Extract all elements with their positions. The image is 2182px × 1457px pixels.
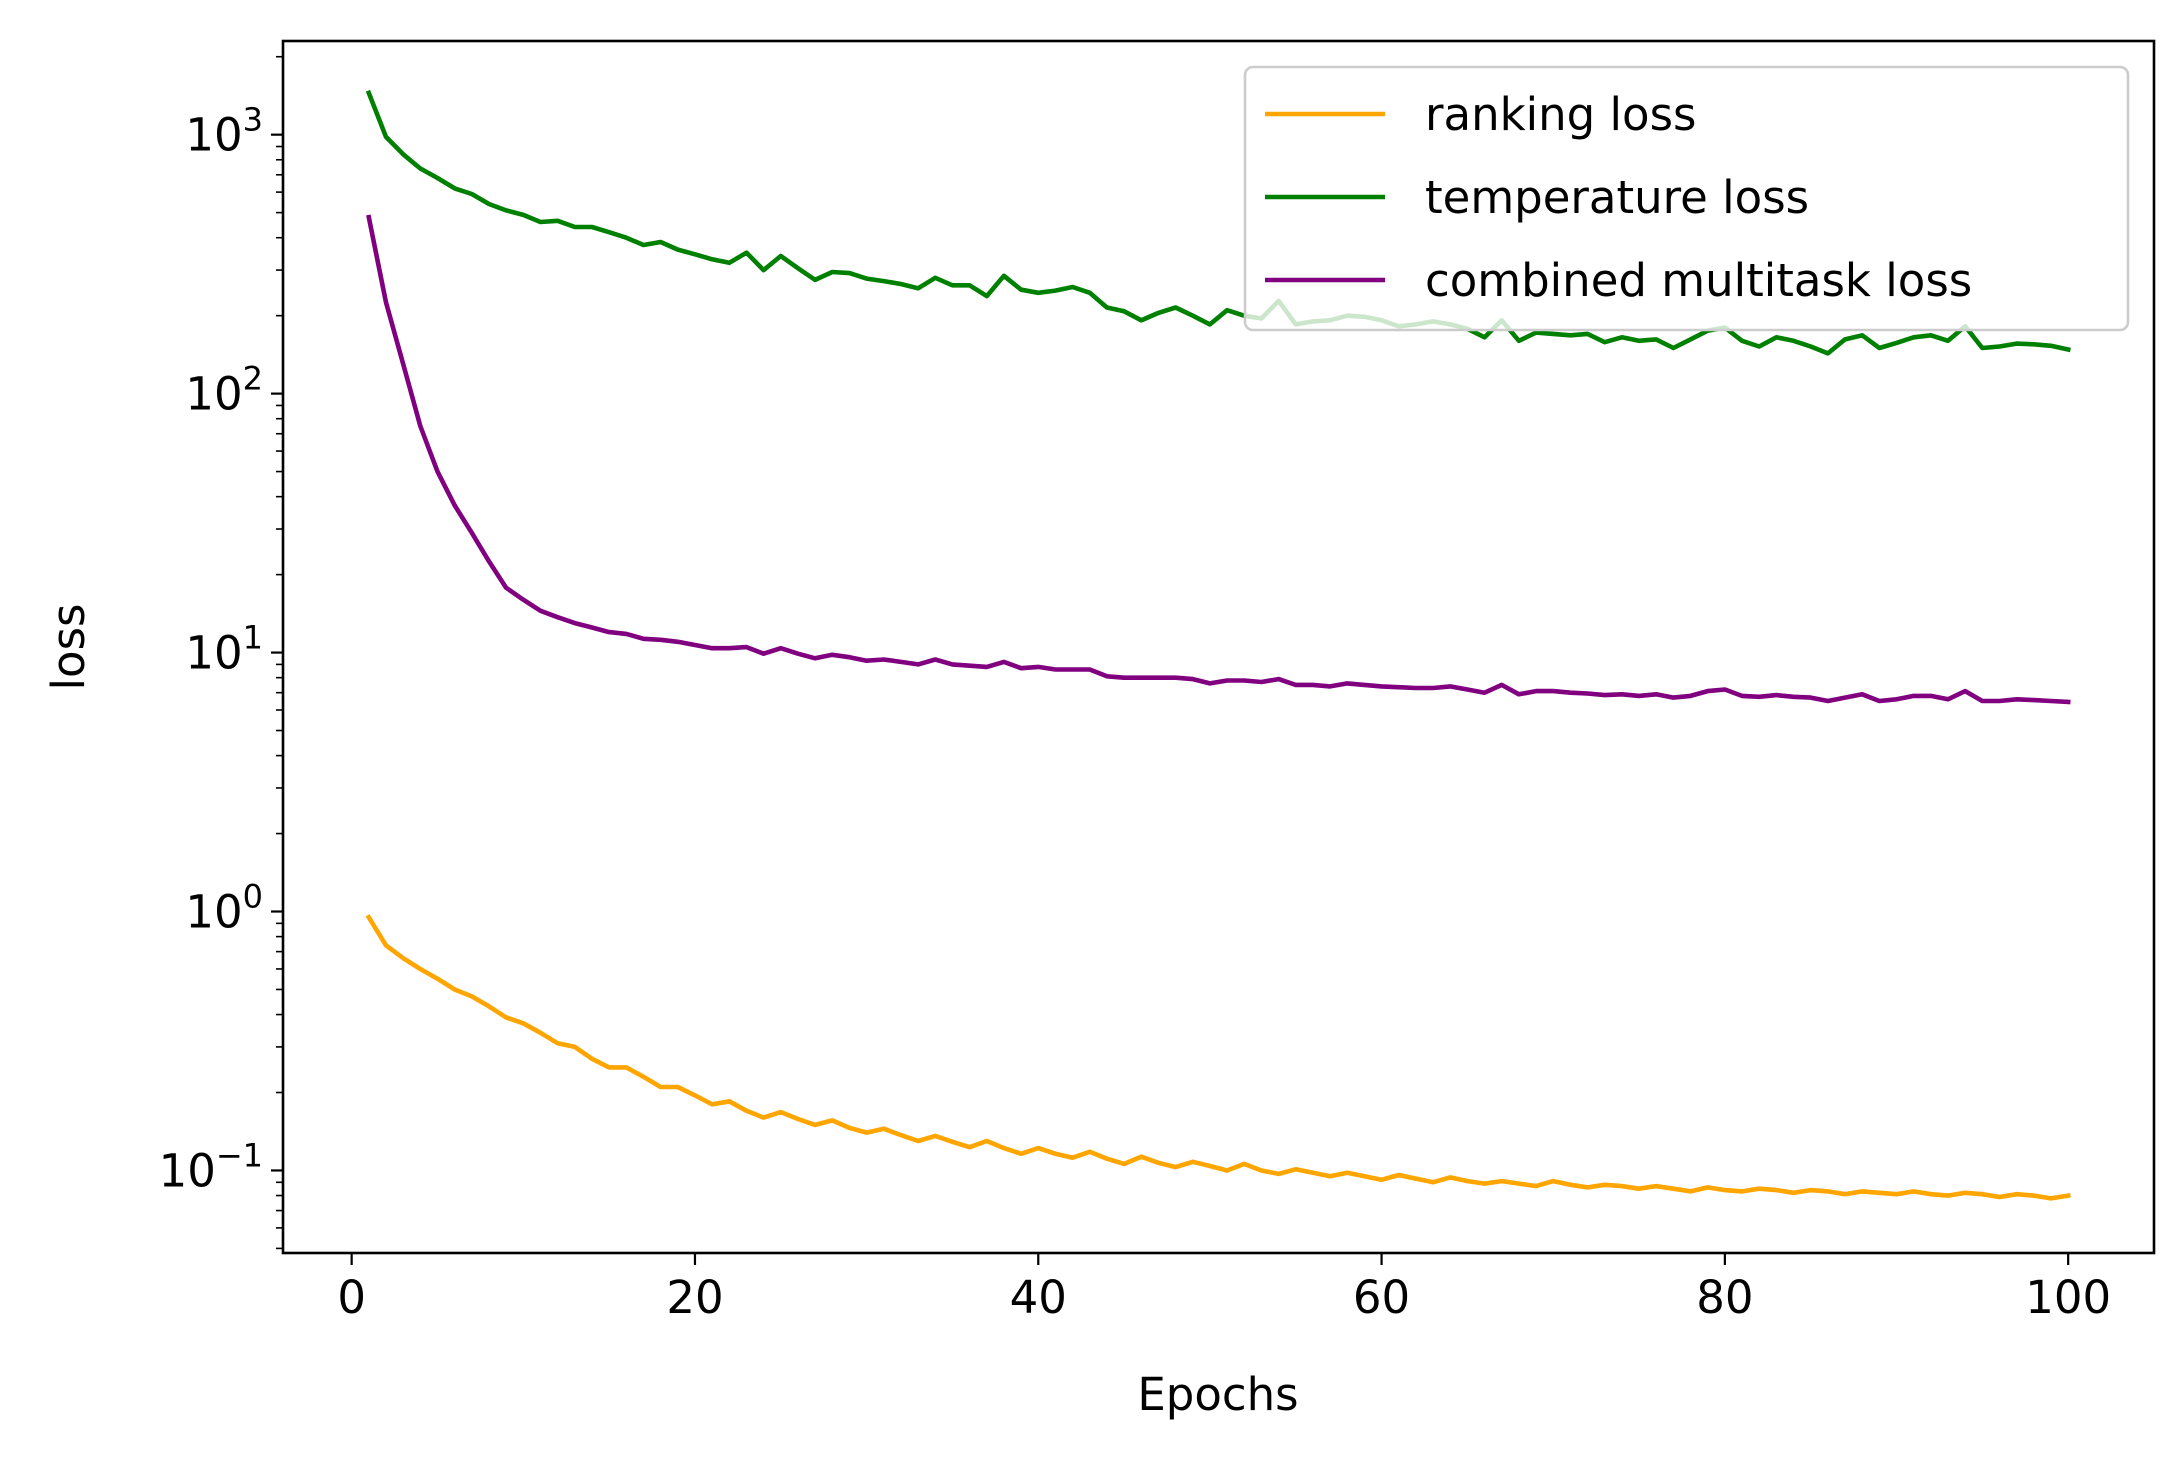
x-axis-label: Epochs bbox=[1137, 1368, 1298, 1421]
x-tick-label: 80 bbox=[1696, 1271, 1753, 1324]
series-line-0 bbox=[365, 914, 2071, 1201]
x-axis-ticks: 0 20 40 60 80 100 bbox=[337, 1253, 2111, 1324]
x-tick-label: 60 bbox=[1353, 1271, 1410, 1324]
series-line-1 bbox=[365, 89, 2071, 356]
y-tick-label: 103 bbox=[185, 101, 263, 162]
legend-label-0: ranking loss bbox=[1425, 88, 1696, 141]
plot-lines bbox=[365, 89, 2071, 1201]
y-tick-label: 101 bbox=[185, 619, 263, 680]
legend: ranking loss temperature loss combined mul… bbox=[1243, 65, 2130, 332]
y-tick-label: 100 bbox=[185, 878, 263, 939]
x-tick-label: 100 bbox=[2025, 1271, 2111, 1324]
plot-frame bbox=[281, 39, 2156, 1255]
x-tick-label: 0 bbox=[337, 1271, 366, 1324]
y-tick-label: 10−1 bbox=[159, 1136, 263, 1197]
y-axis-ticks: 10−1 100 101 102 103 bbox=[159, 55, 283, 1250]
y-tick-label: 102 bbox=[185, 360, 263, 421]
y-axis-label: loss bbox=[42, 604, 95, 691]
legend-label-2: combined multitask loss bbox=[1425, 254, 1972, 307]
x-tick-label: 20 bbox=[666, 1271, 723, 1324]
legend-label-1: temperature loss bbox=[1425, 171, 1809, 224]
series-line-2 bbox=[366, 214, 2071, 705]
x-tick-label: 40 bbox=[1010, 1271, 1067, 1324]
legend-frame bbox=[1243, 65, 2130, 332]
